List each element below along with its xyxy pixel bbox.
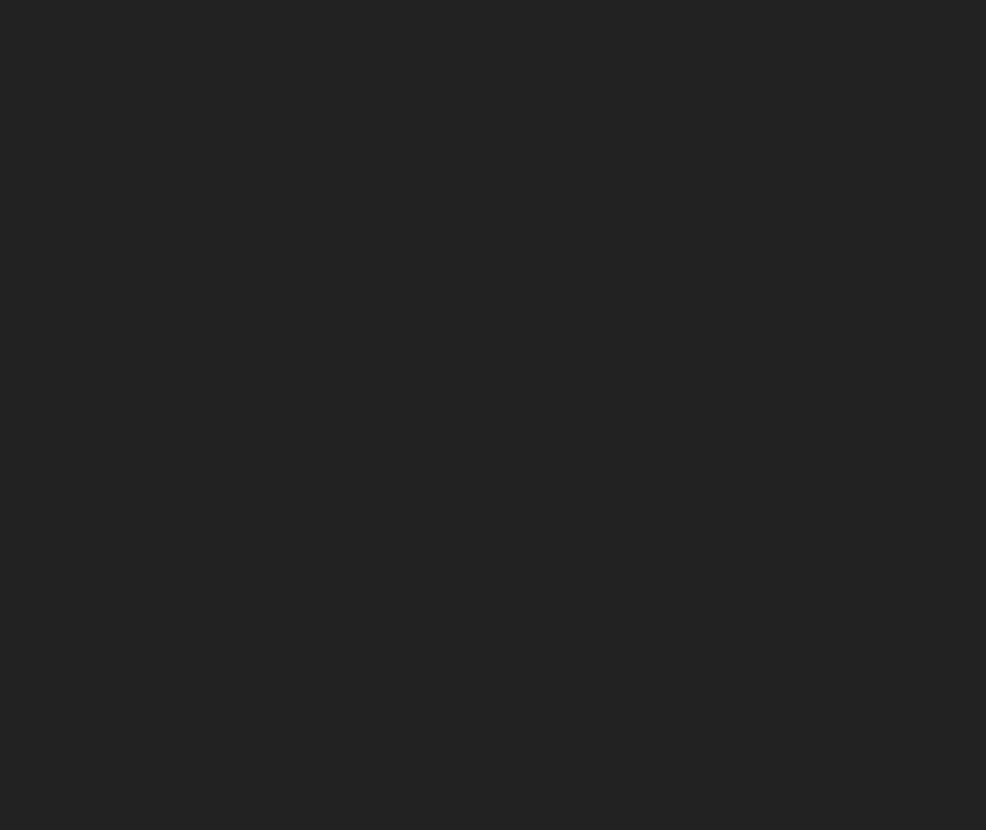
empty-dark-panel	[0, 0, 986, 830]
